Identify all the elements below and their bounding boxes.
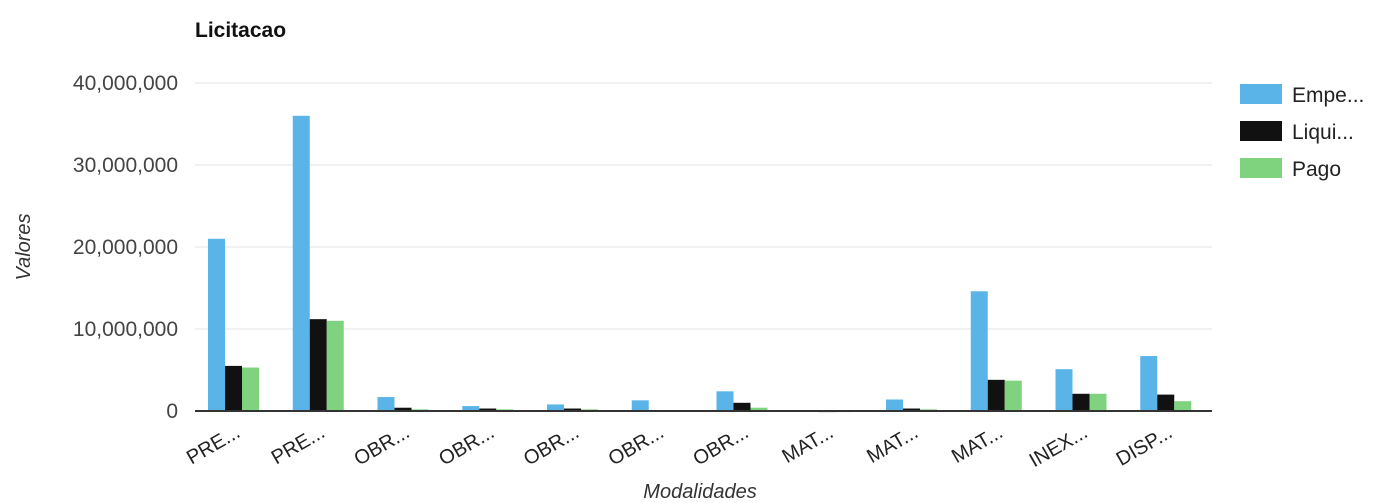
bar: [377, 397, 395, 411]
bar: [394, 407, 412, 411]
x-tick-label: OBR...: [351, 421, 414, 470]
bar: [886, 399, 903, 411]
bar: [564, 408, 581, 411]
legend-label: Empe...: [1292, 84, 1364, 107]
bar: [309, 319, 327, 411]
bar: [547, 404, 564, 411]
y-tick-label: 20,000,000: [73, 236, 178, 259]
bar: [242, 367, 259, 411]
bar: [631, 400, 649, 411]
bar: [208, 238, 225, 411]
bar: [1004, 380, 1022, 411]
bars: [208, 115, 1192, 413]
bar: [987, 379, 1005, 411]
bar: [1089, 393, 1107, 411]
bar: [462, 406, 480, 411]
y-tick-label: 40,000,000: [73, 72, 178, 95]
legend-swatch: [1240, 84, 1282, 104]
legend-swatch: [1240, 158, 1282, 178]
x-tick-label: OBR...: [435, 421, 498, 470]
x-axis-label: Modalidades: [643, 481, 756, 503]
bar: [1157, 394, 1175, 411]
y-tick-label: 30,000,000: [73, 154, 178, 177]
x-tick-label: MAT...: [863, 421, 922, 468]
bar: [716, 391, 734, 411]
gridlines: [195, 82, 1212, 330]
y-axis-ticks: 0 10,000,000 20,000,000 30,000,000 40,000,00…: [73, 72, 178, 423]
legend-label: Liqui...: [1292, 121, 1354, 144]
bar: [479, 408, 497, 411]
bar: [1072, 393, 1090, 411]
bar: [1140, 356, 1158, 411]
bar: [1055, 369, 1073, 411]
bar: [1174, 401, 1192, 411]
y-axis-label: Valores: [13, 213, 35, 280]
x-tick-label: MAT...: [948, 421, 1007, 468]
x-tick-label: PRE...: [183, 421, 244, 469]
bar: [225, 365, 242, 411]
bar: [903, 408, 920, 411]
x-tick-label: OBR...: [690, 421, 753, 470]
bar: [326, 320, 344, 411]
bar: [733, 402, 751, 411]
bar: [970, 291, 988, 411]
x-tick-label: PRE...: [268, 421, 329, 469]
x-tick-label: OBR...: [605, 421, 668, 470]
chart-title: Licitacao: [195, 19, 286, 42]
x-tick-label: OBR...: [520, 421, 583, 470]
bar: [750, 407, 768, 411]
legend-swatch: [1240, 121, 1282, 141]
bar: [292, 115, 310, 412]
legend-label: Pago: [1292, 158, 1341, 181]
x-tick-label: DISP...: [1113, 421, 1177, 470]
x-axis-ticks: PRE... PRE... OBR... OBR... OBR... OBR... OBR.…: [183, 421, 1176, 472]
legend: Empe... Liqui... Pago: [1240, 84, 1364, 181]
y-tick-label: 0: [166, 400, 178, 423]
y-tick-label: 10,000,000: [73, 318, 178, 341]
x-tick-label: INEX...: [1026, 421, 1092, 472]
x-tick-label: MAT...: [778, 421, 837, 468]
